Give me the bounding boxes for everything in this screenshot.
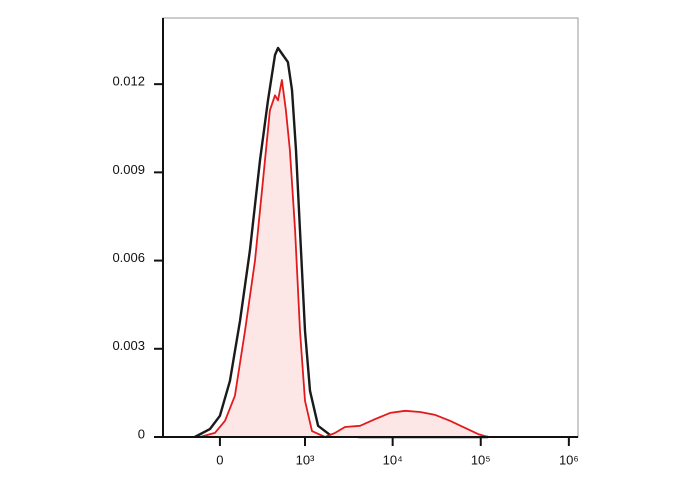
x-tick-label: 10³: [296, 452, 315, 467]
x-tick-label: 10⁵: [471, 452, 491, 467]
x-tick-label: 0: [216, 452, 223, 467]
x-tick-label: 10⁶: [559, 452, 579, 467]
area: [199, 80, 488, 437]
x-tick-label: 10⁴: [383, 452, 403, 467]
histogram-line: [199, 79, 489, 438]
plot-frame: [162, 17, 579, 438]
y-tick-label: 0.012: [112, 74, 145, 89]
y-tick-label: 0.009: [112, 162, 145, 177]
histogram-line: [194, 46, 488, 439]
marks: [194, 46, 489, 439]
y-tick-label: 0.003: [112, 338, 145, 353]
y-tick-label: 0.006: [112, 250, 145, 265]
y-tick-label: 0: [138, 426, 145, 441]
